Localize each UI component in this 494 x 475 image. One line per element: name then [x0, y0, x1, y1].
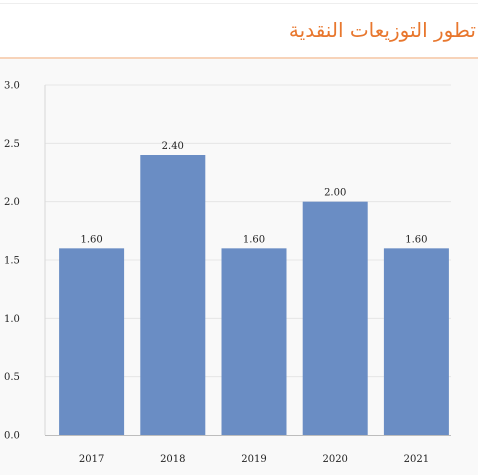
bar-2021 — [383, 248, 449, 435]
data-label: 1.60 — [80, 234, 102, 245]
chart-header: تطور التوزيعات النقدية — [0, 4, 478, 58]
x-tick-label: 2019 — [241, 454, 266, 465]
header-accent-rule — [0, 57, 478, 59]
data-label: 1.60 — [405, 234, 427, 245]
x-tick-label: 2017 — [79, 454, 104, 465]
y-tick-label: 1.5 — [4, 256, 20, 267]
y-tick-label: 0.0 — [4, 431, 20, 442]
bars — [59, 155, 449, 435]
x-axis: 2017 2018 2019 2020 2021 — [45, 435, 451, 465]
bar-2018 — [140, 155, 206, 435]
data-label: 2.00 — [324, 188, 346, 199]
x-tick-label: 2020 — [322, 454, 347, 465]
data-label: 2.40 — [162, 141, 184, 152]
top-rule — [0, 3, 478, 4]
x-tick-label: 2018 — [160, 454, 185, 465]
bar-2017 — [59, 248, 125, 435]
y-tick-label: 1.0 — [4, 314, 20, 325]
y-axis: 0.0 0.5 1.0 1.5 2.0 2.5 3.0 — [4, 81, 46, 442]
y-tick-label: 2.5 — [4, 139, 20, 150]
y-tick-label: 2.0 — [4, 197, 20, 208]
bar-chart: 0.00.51.01.52.02.53.0 1.602.401.602.001.… — [4, 81, 451, 465]
x-tick-label: 2021 — [404, 454, 429, 465]
bar-2019 — [221, 248, 287, 435]
y-tick-label: 3.0 — [4, 81, 20, 92]
chart-header-title: تطور التوزيعات النقدية — [288, 18, 476, 42]
chart-panel: 0.0 0.5 1.0 1.5 2.0 2.5 3.0 1.60 2.40 1.60 2.00 1.… — [0, 59, 478, 475]
data-labels: 1.60 2.40 1.60 2.00 1.60 — [80, 141, 427, 245]
y-tick-label: 0.5 — [4, 372, 20, 383]
data-label: 1.60 — [243, 234, 265, 245]
bar-2020 — [302, 201, 368, 435]
